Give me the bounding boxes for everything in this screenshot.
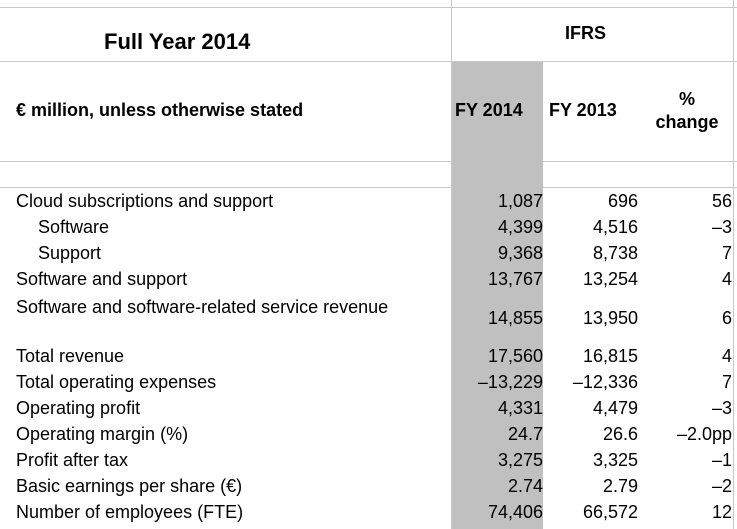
column-header-fy2014: FY 2014 bbox=[455, 100, 523, 120]
cell-change: 12 bbox=[711, 502, 732, 522]
cell-fy2014: 3,275 bbox=[497, 450, 543, 470]
row-label-cloud: Cloud subscriptions and support bbox=[16, 191, 274, 211]
cell-change: –3 bbox=[711, 217, 732, 237]
rule-title-bottom bbox=[0, 61, 737, 62]
fy2014-column-highlight bbox=[452, 62, 543, 529]
cell-change: –1 bbox=[711, 450, 732, 470]
table-title: Full Year 2014 bbox=[104, 29, 251, 54]
row-label-operating-margin: Operating margin (%) bbox=[16, 424, 189, 444]
row-label-software-related-revenue: Software and software-related service re… bbox=[16, 297, 389, 317]
cell-fy2013: 4,516 bbox=[592, 217, 638, 237]
cell-change: –3 bbox=[711, 398, 732, 418]
cell-fy2014: 13,767 bbox=[487, 269, 543, 289]
cell-fy2013: –12,336 bbox=[572, 372, 638, 392]
cell-fy2014: 4,331 bbox=[497, 398, 543, 418]
row-label-operating-expenses: Total operating expenses bbox=[16, 372, 217, 392]
cell-fy2013: 696 bbox=[607, 191, 638, 211]
cell-fy2014: 2.74 bbox=[507, 476, 543, 496]
cell-change: 4 bbox=[721, 269, 732, 289]
rule-spacer-bottom bbox=[0, 187, 737, 188]
cell-change: –2 bbox=[711, 476, 732, 496]
rule-col-right bbox=[733, 0, 734, 529]
cell-change: 56 bbox=[711, 191, 732, 211]
cell-change: 7 bbox=[721, 372, 732, 392]
cell-fy2014: 14,855 bbox=[487, 308, 543, 328]
rule-header-bottom bbox=[0, 161, 737, 162]
standard-label: IFRS bbox=[565, 23, 607, 43]
cell-fy2013: 13,950 bbox=[582, 308, 638, 328]
cell-change: 7 bbox=[721, 243, 732, 263]
row-label-software: Software bbox=[38, 217, 110, 237]
cell-change: 4 bbox=[721, 346, 732, 366]
row-label-support: Support bbox=[38, 243, 102, 263]
cell-fy2013: 66,572 bbox=[582, 502, 638, 522]
cell-fy2013: 4,479 bbox=[592, 398, 638, 418]
cell-fy2014: 9,368 bbox=[497, 243, 543, 263]
cell-fy2013: 8,738 bbox=[592, 243, 638, 263]
cell-fy2014: 4,399 bbox=[497, 217, 543, 237]
cell-fy2013: 3,325 bbox=[592, 450, 638, 470]
cell-change: 6 bbox=[721, 308, 732, 328]
cell-fy2014: 1,087 bbox=[497, 191, 543, 211]
cell-fy2013: 2.79 bbox=[602, 476, 638, 496]
cell-fy2013: 13,254 bbox=[582, 269, 638, 289]
row-label-employees: Number of employees (FTE) bbox=[16, 502, 244, 522]
column-header-fy2013: FY 2013 bbox=[549, 100, 617, 120]
units-label: € million, unless otherwise stated bbox=[16, 100, 304, 120]
rule-col-data-left bbox=[451, 0, 452, 529]
cell-change: –2.0pp bbox=[676, 424, 732, 444]
cell-fy2013: 26.6 bbox=[602, 424, 638, 444]
row-label-software-and-support: Software and support bbox=[16, 269, 188, 289]
cell-fy2014: –13,229 bbox=[477, 372, 543, 392]
row-label-operating-profit: Operating profit bbox=[16, 398, 141, 418]
cell-fy2013: 16,815 bbox=[582, 346, 638, 366]
row-label-eps: Basic earnings per share (€) bbox=[16, 476, 243, 496]
row-label-profit-after-tax: Profit after tax bbox=[16, 450, 129, 470]
rule-top bbox=[0, 7, 737, 8]
cell-fy2014: 74,406 bbox=[487, 502, 543, 522]
cell-fy2014: 24.7 bbox=[507, 424, 543, 444]
column-header-change: % change bbox=[655, 89, 719, 133]
cell-fy2014: 17,560 bbox=[487, 346, 543, 366]
row-label-total-revenue: Total revenue bbox=[16, 346, 125, 366]
